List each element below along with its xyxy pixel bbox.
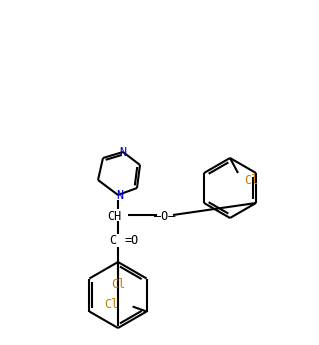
Text: C: C bbox=[109, 235, 116, 247]
Text: —O—: —O— bbox=[154, 209, 176, 223]
Text: N: N bbox=[119, 146, 127, 158]
Text: N: N bbox=[116, 188, 123, 201]
Text: CH: CH bbox=[107, 209, 121, 223]
Text: Cl: Cl bbox=[111, 277, 125, 290]
Text: Cl: Cl bbox=[104, 298, 119, 311]
Text: Cl: Cl bbox=[244, 174, 258, 187]
Text: =O: =O bbox=[125, 235, 139, 247]
